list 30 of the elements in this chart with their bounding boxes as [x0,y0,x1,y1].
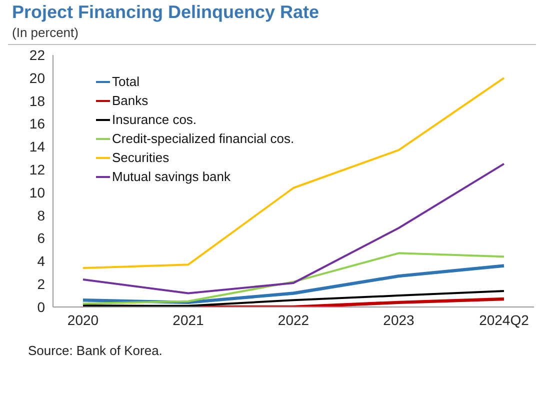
x-tick-label: 2024Q2 [479,312,530,328]
legend-label: Total [112,73,140,91]
y-tick-label: 20 [29,70,46,86]
y-tick-label: 6 [37,230,46,246]
legend-label: Mutual savings bank [112,168,231,186]
x-tick-label: 2023 [383,312,415,328]
y-tick-label: 4 [37,253,46,270]
y-tick-label: 14 [29,138,46,155]
line-series [82,162,505,294]
x-tick-label: 2022 [278,312,310,328]
y-tick-label: 16 [29,116,46,132]
line-series [82,290,505,307]
x-tick-label: 2020 [67,312,99,328]
x-tick-label: 2021 [172,312,204,328]
y-tick-label: 2 [37,276,46,292]
y-tick-label: 22 [29,46,46,63]
y-tick-label: 0 [37,298,46,315]
line-series [82,252,505,305]
y-tick-label: 12 [29,162,46,178]
chart-subtitle: (In percent) [12,25,80,40]
y-tick-label: 18 [29,92,46,109]
source-note: Source: Bank of Korea. [28,343,164,358]
legend-label: Insurance cos. [112,111,197,129]
legend-label: Banks [112,92,148,110]
y-tick-label: 8 [37,207,46,224]
legend-label: Securities [112,149,170,167]
y-tick-label: 10 [29,184,46,200]
line-series [82,76,505,270]
chart-title: Project Financing Delinquency Rate [12,2,320,23]
legend-label: Credit-specialized financial cos. [112,130,294,148]
